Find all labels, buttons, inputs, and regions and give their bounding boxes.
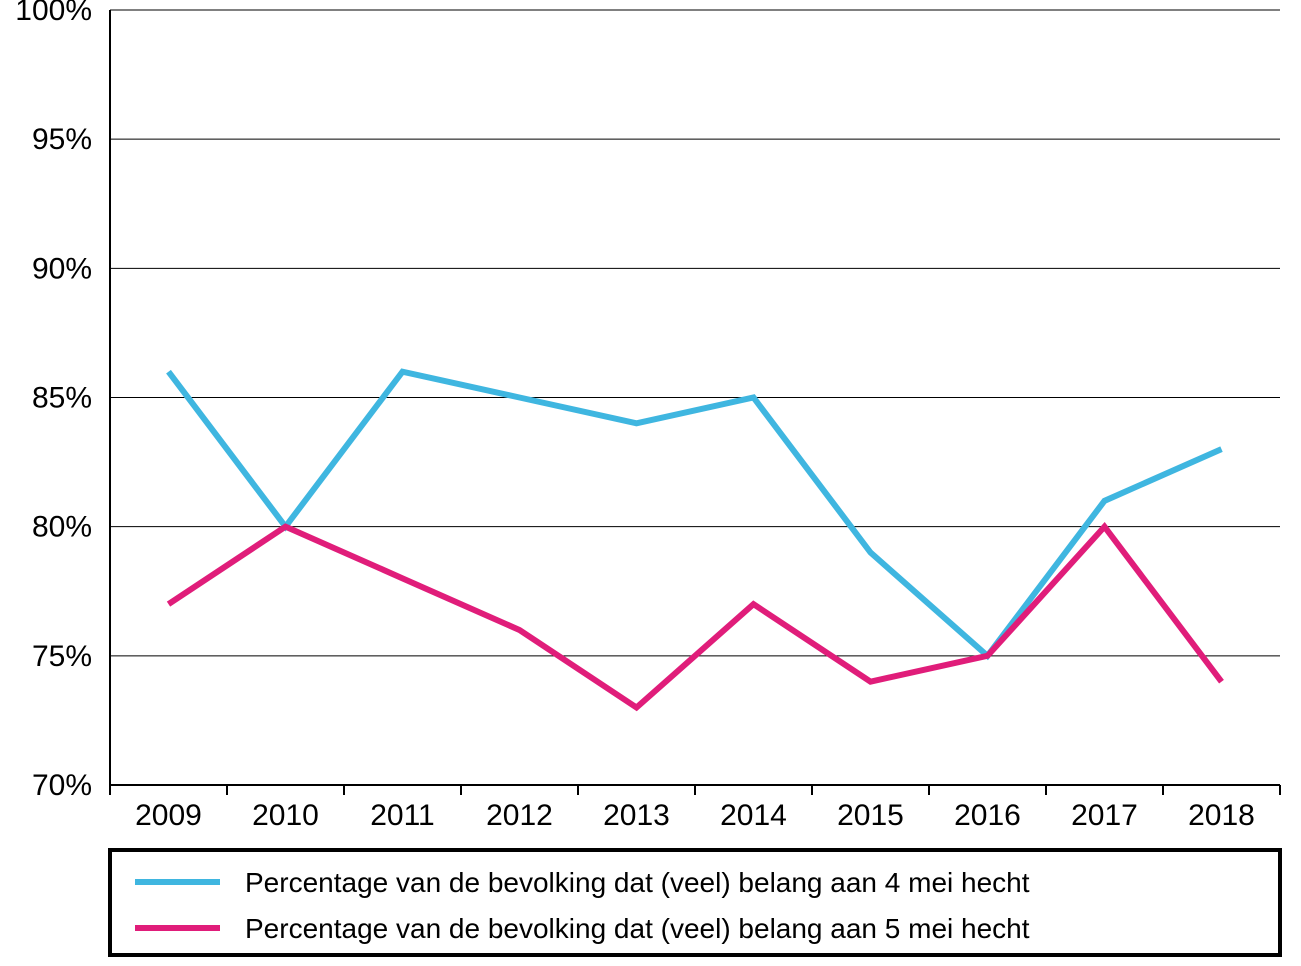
x-tick-label: 2013: [603, 799, 670, 832]
y-tick-label: 85%: [32, 382, 92, 415]
chart-container: 70% 75% 80% 85% 90% 95% 100% 2009 2010 2011 2012 20…: [0, 0, 1301, 966]
line-chart-svg: 70% 75% 80% 85% 90% 95% 100% 2009 2010 2011 2012 20…: [0, 0, 1301, 966]
y-tick-label: 70%: [32, 769, 92, 802]
y-tick-label: 80%: [32, 511, 92, 544]
x-tick-label: 2014: [720, 799, 787, 832]
y-tick-label: 100%: [15, 0, 92, 27]
x-tick-label: 2012: [486, 799, 553, 832]
x-tick-label: 2015: [837, 799, 904, 832]
x-tick-label: 2017: [1071, 799, 1138, 832]
y-tick-label: 75%: [32, 640, 92, 673]
y-tick-label: 95%: [32, 123, 92, 156]
x-tick-label: 2009: [135, 799, 202, 832]
x-tick-label: 2011: [370, 799, 435, 832]
x-tick-label: 2010: [252, 799, 319, 832]
legend-label-mei5: Percentage van de bevolking dat (veel) b…: [245, 913, 1030, 944]
y-tick-label: 90%: [32, 252, 92, 285]
x-tick-label: 2016: [954, 799, 1021, 832]
legend-label-mei4: Percentage van de bevolking dat (veel) b…: [245, 867, 1030, 898]
x-tick-label: 2018: [1188, 799, 1255, 832]
